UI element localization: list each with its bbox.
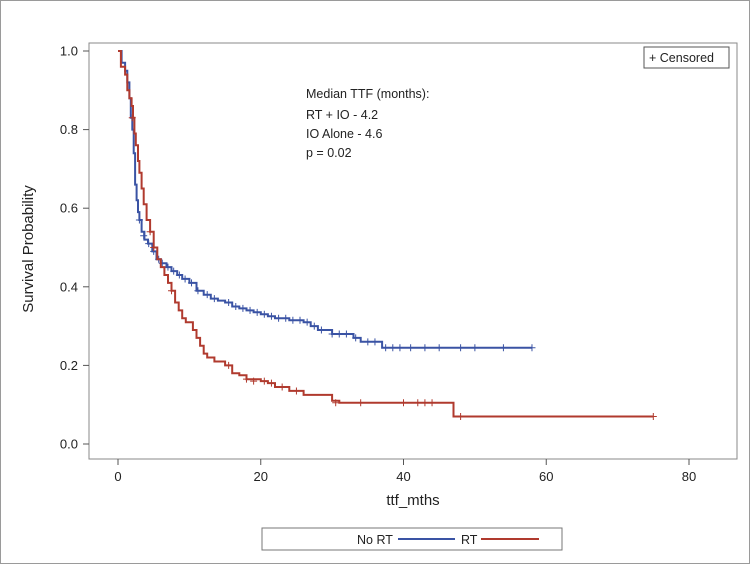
censor-mark-rt — [414, 399, 422, 407]
annotation-line-2: RT + IO - 4.2 — [306, 108, 378, 122]
censor-mark-no-rt — [471, 344, 479, 352]
censor-mark-no-rt — [225, 299, 233, 307]
censor-mark-no-rt — [232, 302, 240, 310]
censor-mark-no-rt — [194, 287, 202, 295]
censor-mark-rt — [150, 244, 158, 251]
censor-mark-rt — [146, 228, 154, 236]
censor-mark-no-rt — [181, 275, 189, 283]
censor-mark-rt — [400, 399, 407, 407]
censor-legend-box — [643, 46, 730, 69]
censor-mark-no-rt — [335, 330, 343, 338]
censor-mark-no-rt — [296, 316, 304, 324]
censor-mark-no-rt — [145, 240, 153, 248]
censor-mark-rt — [225, 361, 233, 369]
censor-mark-rt — [278, 383, 286, 391]
censor-mark-rt — [267, 379, 275, 387]
censor-mark-rt — [649, 412, 657, 420]
censor-mark-no-rt — [275, 314, 283, 322]
y-tick-label: 0.0 — [60, 437, 78, 452]
annotation-line-4: p = 0.02 — [306, 146, 352, 160]
censor-mark-no-rt — [135, 216, 143, 224]
y-tick-label: 0.8 — [60, 122, 78, 137]
x-tick-label: 20 — [254, 469, 268, 484]
censor-mark-no-rt — [260, 310, 268, 318]
censor-mark-no-rt — [435, 344, 443, 352]
series-layer — [118, 50, 657, 420]
legend-label-no-rt: No RT — [357, 533, 393, 547]
censor-mark-no-rt — [389, 344, 397, 352]
censor-mark-no-rt — [317, 326, 325, 334]
censor-mark-rt — [168, 287, 176, 295]
censor-mark-no-rt — [457, 344, 465, 352]
censor-mark-rt — [332, 399, 340, 407]
censor-mark-rt — [292, 387, 300, 395]
censor-mark-no-rt — [267, 312, 275, 320]
censor-mark-rt — [457, 412, 465, 420]
censor-mark-rt — [357, 399, 365, 407]
censor-mark-no-rt — [140, 232, 148, 240]
censor-mark-rt — [428, 399, 436, 407]
x-axis-label: ttf_mths — [386, 492, 439, 509]
plot-area — [88, 42, 738, 460]
censor-mark-no-rt — [396, 344, 404, 352]
y-axis-label: Survival Probability — [20, 185, 37, 313]
censor-mark-no-rt — [364, 338, 372, 346]
censor-mark-no-rt — [175, 271, 183, 279]
censor-mark-rt — [128, 114, 136, 122]
censor-mark-no-rt — [310, 322, 318, 330]
censor-mark-no-rt — [499, 344, 507, 352]
annotation-line-3: IO Alone - 4.6 — [306, 127, 382, 141]
y-tick-label: 0.2 — [60, 358, 78, 373]
censor-mark-rt — [421, 399, 429, 407]
censor-legend-text: + Censored — [649, 51, 714, 65]
censor-mark-no-rt — [164, 263, 172, 271]
censor-mark-no-rt — [203, 291, 211, 299]
censor-mark-no-rt — [421, 344, 429, 352]
censor-mark-no-rt — [528, 344, 536, 352]
censor-mark-no-rt — [342, 330, 350, 338]
censor-mark-no-rt — [239, 304, 247, 312]
censor-mark-no-rt — [371, 338, 379, 346]
censor-mark-no-rt — [303, 318, 311, 326]
censor-mark-no-rt — [246, 306, 254, 314]
censor-mark-no-rt — [407, 344, 415, 352]
axes: 0 20 40 60 80 0.0 0.2 0.4 0.6 0.8 1.0 — [60, 44, 696, 485]
censor-mark-no-rt — [170, 267, 178, 275]
censor-mark-no-rt — [382, 344, 390, 352]
x-tick-label: 60 — [539, 469, 553, 484]
censor-mark-no-rt — [210, 295, 218, 303]
x-tick-label: 40 — [396, 469, 410, 484]
censor-mark-rt — [260, 377, 268, 385]
annotation-line-1: Median TTF (months): — [306, 87, 429, 101]
censor-mark-no-rt — [188, 279, 196, 287]
censor-mark-no-rt — [352, 334, 360, 342]
y-tick-label: 0.4 — [60, 279, 78, 294]
y-tick-label: 1.0 — [60, 44, 78, 59]
censor-mark-no-rt — [253, 308, 261, 316]
x-tick-label: 0 — [114, 469, 121, 484]
censor-mark-no-rt — [289, 316, 297, 324]
y-tick-label: 0.6 — [60, 201, 78, 216]
x-tick-label: 80 — [682, 469, 696, 484]
censor-mark-rt — [242, 375, 250, 383]
censor-mark-rt — [250, 377, 258, 385]
censor-mark-no-rt — [282, 314, 290, 322]
legend-label-rt: RT — [461, 533, 478, 547]
censor-mark-no-rt — [328, 330, 336, 338]
